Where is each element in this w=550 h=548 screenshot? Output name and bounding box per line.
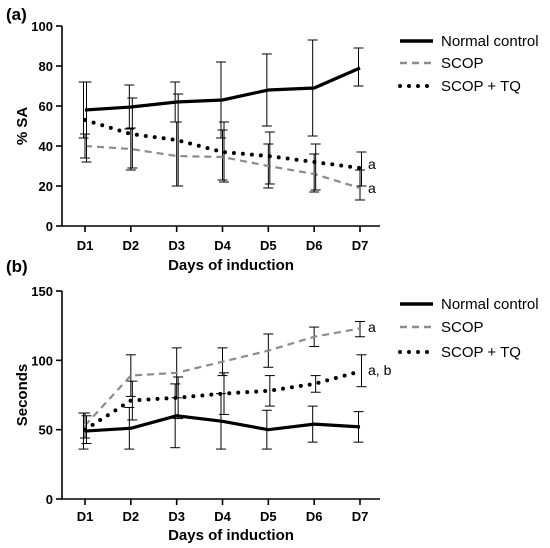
y-tick-label: 60 bbox=[39, 99, 53, 114]
x-tick-label: D7 bbox=[352, 238, 369, 253]
y-tick-label: 50 bbox=[39, 423, 53, 438]
y-axis-title: Seconds bbox=[14, 364, 31, 427]
x-tick-label: D1 bbox=[77, 238, 94, 253]
series-line bbox=[84, 327, 361, 427]
series-line bbox=[84, 66, 361, 112]
x-tick-label: D1 bbox=[77, 509, 94, 524]
legend-label: SCOP + TQ bbox=[441, 344, 521, 361]
series-2 bbox=[80, 121, 365, 201]
series-3 bbox=[81, 354, 367, 445]
legend-label: Normal control bbox=[441, 33, 539, 50]
error-bars bbox=[78, 39, 364, 139]
x-tick-label: D5 bbox=[260, 238, 277, 253]
y-tick-label: 0 bbox=[46, 492, 53, 507]
x-axis-title: Days of induction bbox=[168, 257, 294, 274]
y-tick-label: 150 bbox=[31, 284, 53, 299]
legend-label: Normal control bbox=[441, 296, 539, 313]
x-tick-label: D4 bbox=[214, 238, 231, 253]
y-tick-label: 0 bbox=[46, 219, 53, 234]
error-bars bbox=[81, 354, 367, 445]
annotation: a bbox=[368, 180, 376, 196]
panel-label: (b) bbox=[6, 257, 28, 276]
x-tick-label: D2 bbox=[123, 238, 140, 253]
series-1 bbox=[78, 39, 364, 139]
x-tick-label: D5 bbox=[260, 509, 277, 524]
y-tick-label: 100 bbox=[31, 353, 53, 368]
annotation: a, b bbox=[368, 362, 392, 378]
series-line bbox=[84, 414, 361, 433]
y-tick-label: 20 bbox=[39, 179, 53, 194]
panel-label: (a) bbox=[6, 5, 27, 24]
x-tick-label: D6 bbox=[306, 238, 323, 253]
series-1 bbox=[78, 383, 364, 450]
y-tick-label: 40 bbox=[39, 139, 53, 154]
y-axis-title: % SA bbox=[14, 107, 31, 146]
x-tick-label: D4 bbox=[214, 509, 231, 524]
x-axis-title: Days of induction bbox=[168, 527, 294, 544]
legend: Normal control SCOP SCOP + TQ bbox=[398, 33, 539, 95]
chart-panel-1: (a) 0 20 40 60 80 100 D1 D2 D3 D4 D5 D6 D7 Days of ind… bbox=[6, 5, 539, 274]
legend-label: SCOP bbox=[441, 55, 484, 72]
x-tick-label: D2 bbox=[123, 509, 140, 524]
annotation: a bbox=[368, 156, 376, 172]
annotation: a bbox=[368, 319, 376, 335]
legend: Normal control SCOP SCOP + TQ bbox=[398, 296, 539, 361]
x-tick-label: D3 bbox=[168, 509, 185, 524]
x-tick-label: D3 bbox=[168, 238, 185, 253]
y-tick-label: 80 bbox=[39, 59, 53, 74]
chart-panel-2: (b) 0 50 100 150 D1 D2 D3 D4 D5 D6 D7 Days of induct… bbox=[6, 257, 539, 544]
series-3 bbox=[81, 81, 367, 191]
x-tick-label: D6 bbox=[306, 509, 323, 524]
x-tick-label: D7 bbox=[352, 509, 369, 524]
legend-label: SCOP bbox=[441, 319, 484, 336]
error-bars bbox=[80, 121, 365, 201]
y-tick-label: 100 bbox=[31, 19, 53, 34]
legend-label: SCOP + TQ bbox=[441, 78, 521, 95]
